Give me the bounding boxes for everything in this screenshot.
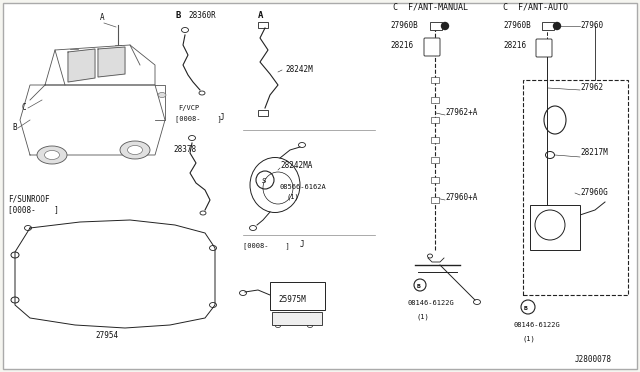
Text: 08146-6122G: 08146-6122G	[407, 300, 454, 306]
Text: F/VCP: F/VCP	[178, 105, 199, 111]
Text: [0008-    ]: [0008- ]	[175, 115, 221, 122]
Text: B: B	[12, 123, 17, 132]
Text: 25975M: 25975M	[278, 295, 306, 304]
Text: B: B	[417, 284, 420, 289]
Circle shape	[554, 22, 561, 29]
Text: F/SUNROOF: F/SUNROOF	[8, 195, 50, 204]
Text: A: A	[100, 13, 104, 22]
FancyBboxPatch shape	[430, 22, 442, 30]
Text: [0008-    ]: [0008- ]	[243, 242, 290, 249]
Text: [0008-    ]: [0008- ]	[8, 205, 59, 214]
Text: (1): (1)	[287, 194, 300, 201]
Text: 27954: 27954	[95, 331, 118, 340]
Text: 27960G: 27960G	[580, 188, 608, 197]
Polygon shape	[20, 85, 165, 155]
Bar	[272, 312, 322, 325]
Ellipse shape	[275, 324, 280, 327]
Text: 28216: 28216	[390, 41, 413, 50]
Ellipse shape	[37, 146, 67, 164]
Text: B: B	[524, 306, 528, 311]
FancyBboxPatch shape	[424, 38, 440, 56]
FancyBboxPatch shape	[542, 22, 554, 30]
Text: 27960: 27960	[580, 21, 603, 30]
Text: S: S	[262, 178, 266, 184]
Ellipse shape	[307, 324, 312, 327]
Polygon shape	[98, 47, 125, 77]
Ellipse shape	[158, 93, 166, 97]
Text: (1): (1)	[523, 335, 536, 341]
Text: C  F/ANT-MANUAL: C F/ANT-MANUAL	[393, 3, 468, 12]
Text: 28216: 28216	[503, 41, 526, 50]
Ellipse shape	[120, 141, 150, 159]
Bar	[431, 157, 439, 163]
Bar	[431, 77, 439, 83]
Text: C  F/ANT-AUTO: C F/ANT-AUTO	[503, 3, 568, 12]
Text: 28217M: 28217M	[580, 148, 608, 157]
Text: 28360R: 28360R	[188, 11, 216, 20]
Bar	[431, 177, 439, 183]
Text: 27960B: 27960B	[503, 21, 531, 30]
Ellipse shape	[127, 145, 143, 154]
Polygon shape	[68, 49, 95, 82]
Text: B: B	[175, 11, 180, 20]
Text: 28242M: 28242M	[285, 65, 313, 74]
Text: 27962+A: 27962+A	[445, 108, 477, 117]
Text: 28242MA: 28242MA	[280, 161, 312, 170]
Text: 27962: 27962	[580, 83, 603, 92]
Circle shape	[442, 22, 449, 29]
Text: J: J	[300, 240, 305, 249]
Ellipse shape	[45, 151, 60, 160]
Bar	[270, 282, 325, 310]
FancyBboxPatch shape	[258, 110, 268, 116]
Text: C: C	[22, 103, 27, 112]
Text: 27960B: 27960B	[390, 21, 418, 30]
Bar	[523, 80, 628, 295]
Polygon shape	[45, 45, 155, 85]
Bar	[431, 117, 439, 123]
FancyBboxPatch shape	[536, 39, 552, 57]
Text: J: J	[220, 113, 225, 122]
Bar	[431, 97, 439, 103]
Text: 28378: 28378	[173, 145, 196, 154]
Text: 08566-6162A: 08566-6162A	[280, 184, 327, 190]
Bar	[431, 137, 439, 143]
Bar	[530, 205, 580, 250]
Bar	[431, 197, 439, 203]
FancyBboxPatch shape	[258, 22, 268, 28]
Text: 27960+A: 27960+A	[445, 193, 477, 202]
Text: J2800078: J2800078	[575, 355, 612, 364]
Text: 08146-6122G: 08146-6122G	[513, 322, 560, 328]
Text: (1): (1)	[417, 313, 429, 320]
Text: A: A	[258, 11, 264, 20]
